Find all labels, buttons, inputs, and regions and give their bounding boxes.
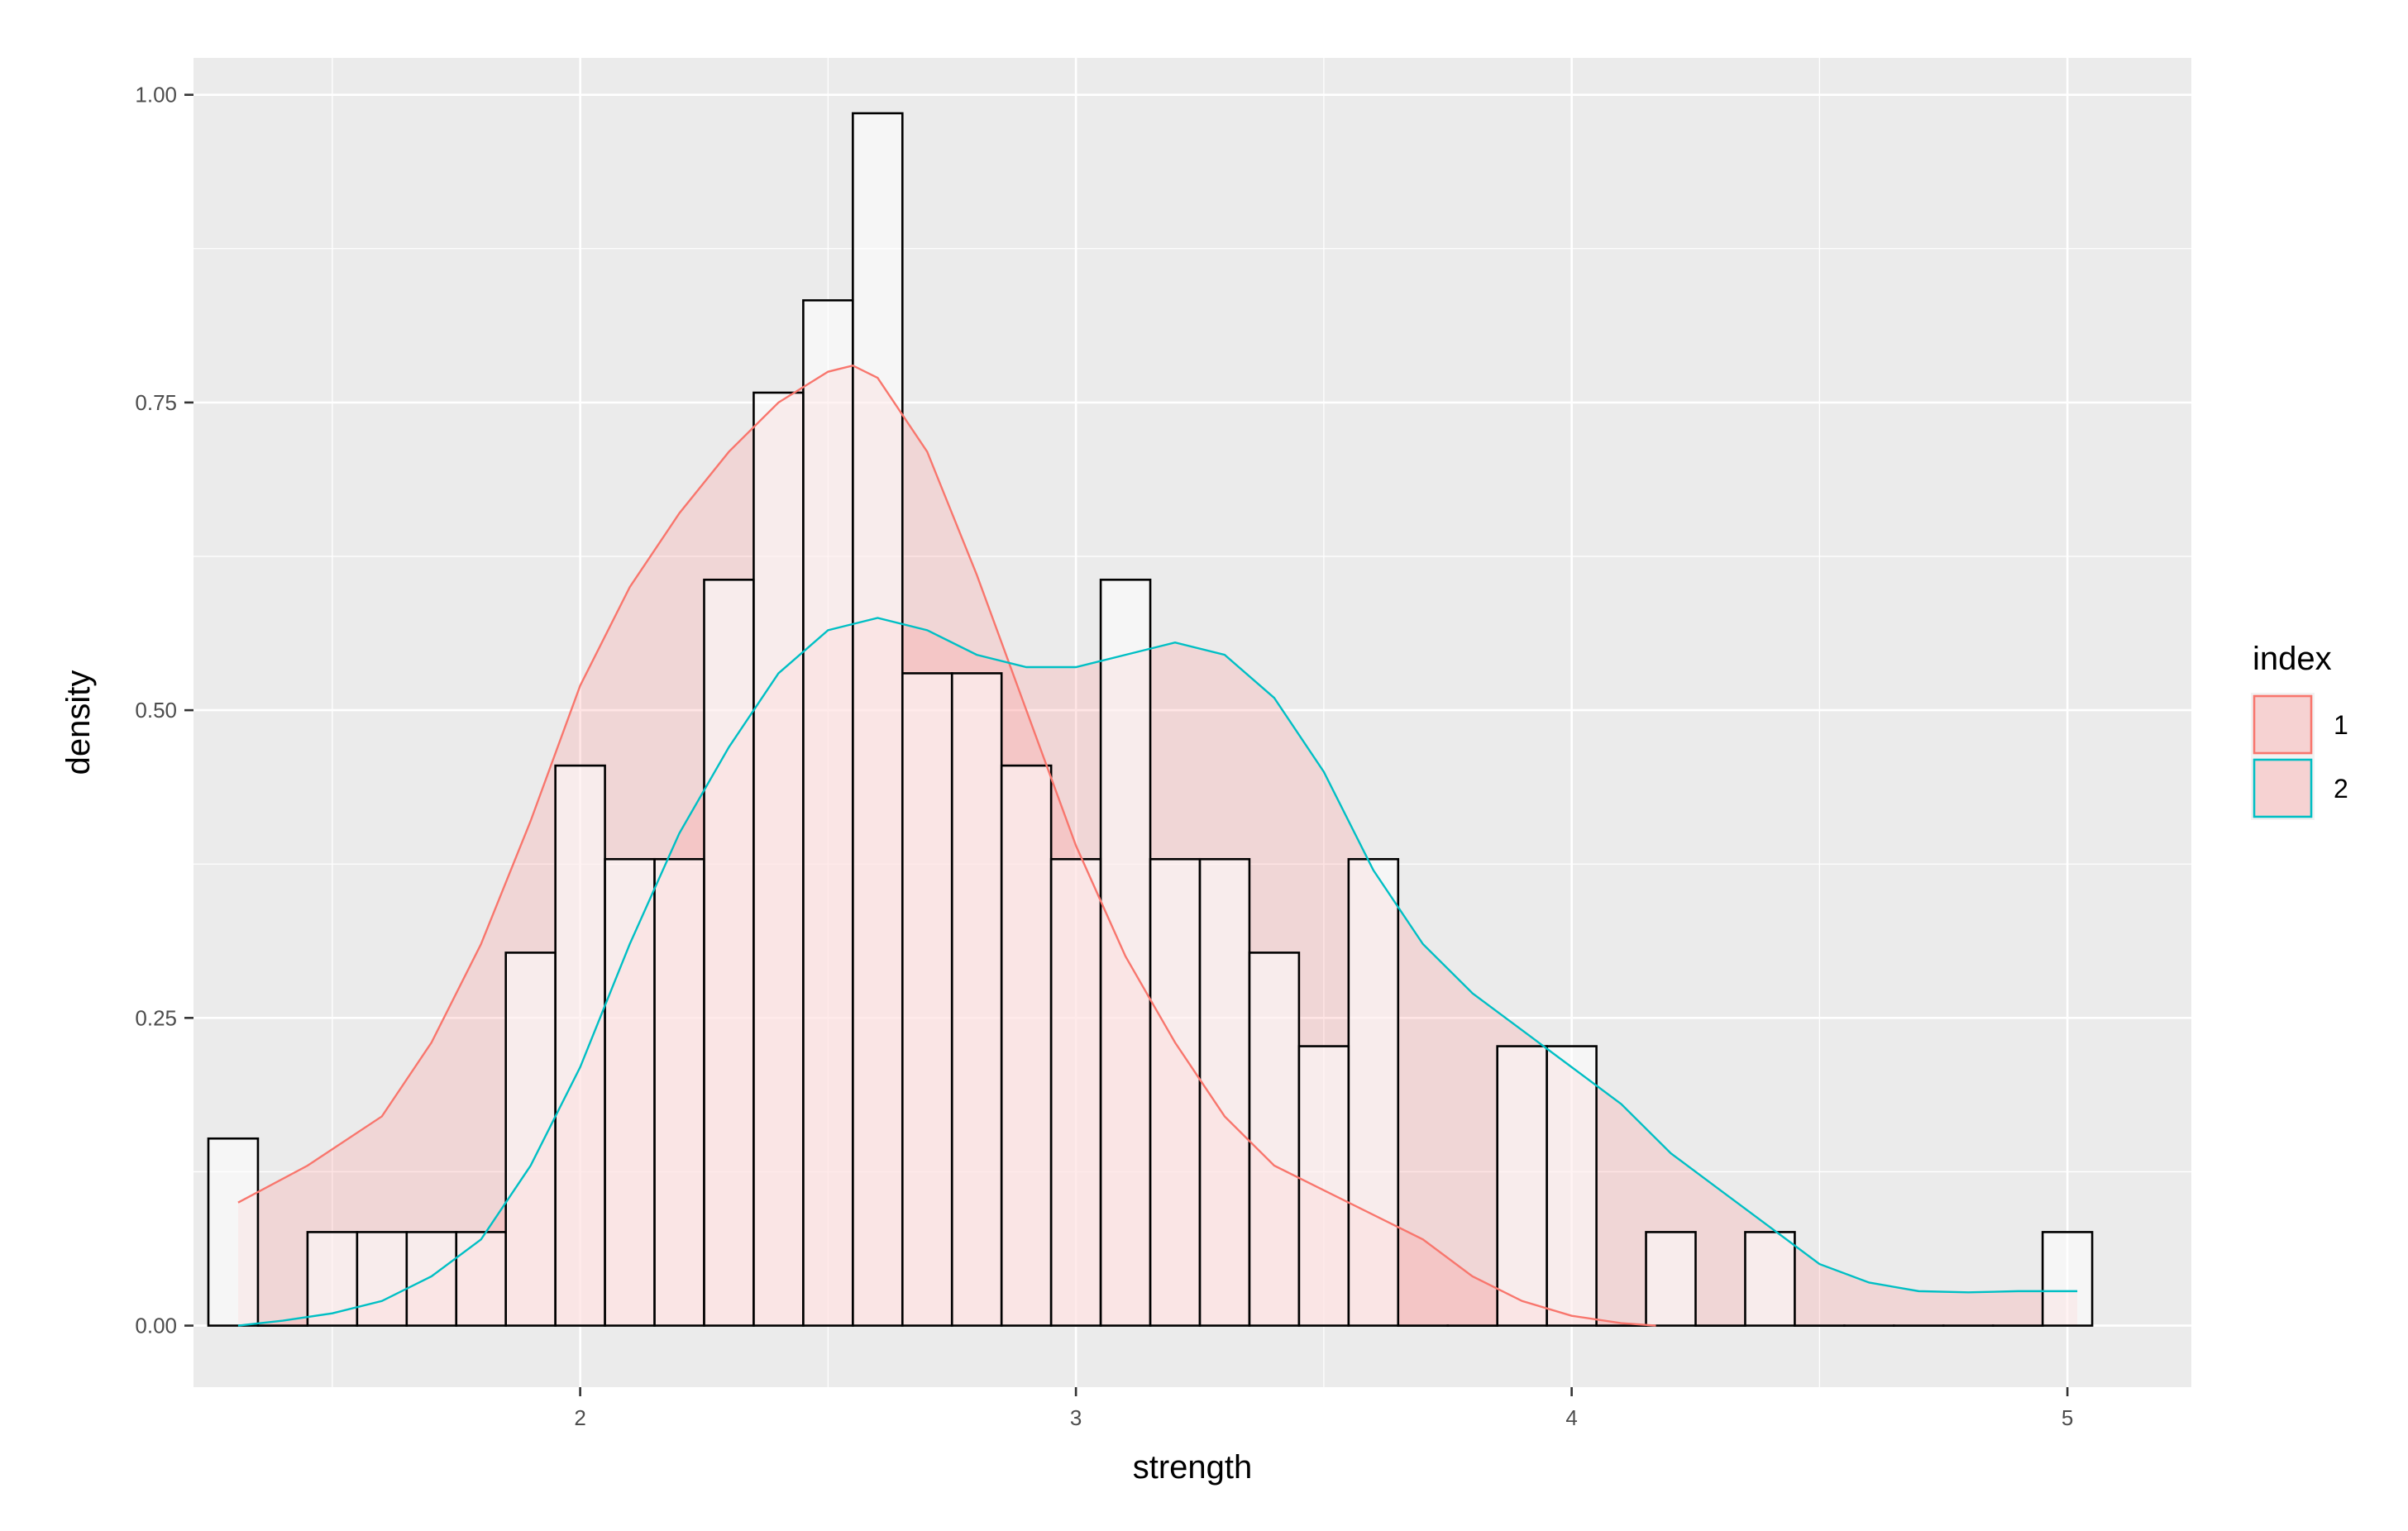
histogram-bar	[950, 672, 1003, 1327]
legend-key-background	[2251, 756, 2315, 820]
histogram-bar	[901, 672, 953, 1327]
histogram-bar	[703, 578, 755, 1327]
legend-key-2	[2253, 758, 2313, 818]
histogram-bar	[1049, 857, 1102, 1327]
x-axis: 2 3 4 5	[574, 1387, 2073, 1430]
legend: index 1 2	[2251, 641, 2348, 820]
histogram-bar	[653, 857, 705, 1327]
histogram-bar	[1099, 578, 1152, 1327]
histogram-bar	[1744, 1231, 1796, 1327]
density-lines	[237, 364, 2078, 1327]
histogram-bar	[1496, 1045, 1548, 1327]
density-line-1	[237, 364, 1656, 1327]
density-line-2	[237, 617, 2078, 1327]
histogram-bar	[802, 299, 854, 1327]
y-tick-label: 0.75	[135, 390, 177, 415]
histogram-bar	[207, 1137, 260, 1327]
histogram-bar	[604, 857, 656, 1327]
legend-title: index	[2253, 641, 2332, 677]
histogram-bar	[306, 1231, 359, 1327]
y-tick-label: 0.50	[135, 698, 177, 723]
x-tick-label: 3	[1070, 1405, 1082, 1430]
y-tick-label: 0.25	[135, 1005, 177, 1030]
y-axis: 0.00 0.25 0.50 0.75 1.00	[135, 83, 194, 1338]
histogram-bar	[752, 391, 805, 1327]
histogram-bar	[1248, 952, 1301, 1327]
histogram-bar	[1297, 1045, 1350, 1327]
histogram-bars	[207, 112, 2094, 1327]
y-tick-label: 1.00	[135, 83, 177, 107]
histogram-bar	[356, 1231, 408, 1327]
legend-key-background	[2251, 693, 2315, 756]
histogram-bar	[455, 1231, 507, 1327]
histogram-bar	[1347, 857, 1400, 1327]
x-tick-label: 2	[574, 1405, 585, 1430]
histogram-bar	[504, 952, 557, 1327]
x-axis-title: strength	[1133, 1449, 1253, 1486]
legend-label-2: 2	[2334, 774, 2348, 804]
histogram-bar	[1198, 857, 1251, 1327]
histogram-bar	[1000, 764, 1053, 1327]
y-tick-label: 0.00	[135, 1314, 177, 1338]
x-tick-label: 5	[2062, 1405, 2073, 1430]
histogram-bar	[1645, 1231, 1697, 1327]
histogram-bar	[554, 764, 606, 1327]
x-tick-label: 4	[1565, 1405, 1577, 1430]
histogram-bar	[405, 1231, 458, 1327]
histogram-bar	[852, 112, 904, 1327]
histogram-bar	[2041, 1231, 2094, 1327]
histogram-bar	[1149, 857, 1202, 1327]
legend-key-1	[2253, 694, 2313, 755]
legend-label-1: 1	[2334, 710, 2348, 740]
y-axis-title: density	[60, 670, 97, 775]
histogram-bar	[1546, 1045, 1598, 1327]
